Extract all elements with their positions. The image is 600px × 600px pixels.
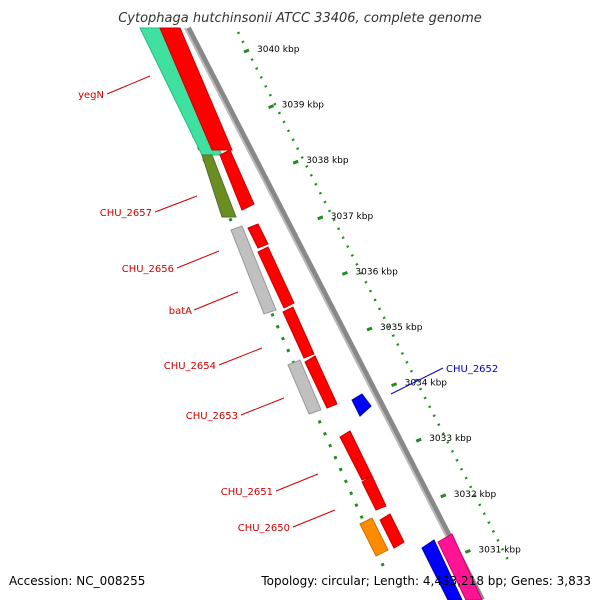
gene-red-arrow-8[interactable] [379, 513, 405, 549]
label-CHU_2657[interactable]: CHU_2657 [100, 208, 152, 219]
kbp-tick-mark [440, 493, 447, 499]
connector-CHU_2650 [292, 509, 336, 528]
kbp-tick-label: 3040 kbp [257, 45, 300, 55]
genome-backbone [185, 26, 485, 600]
kbp-tick-mark [366, 326, 373, 332]
label-CHU_2652[interactable]: CHU_2652 [446, 364, 498, 375]
connector-CHU_2653 [240, 397, 285, 416]
gene-red-arrow-6[interactable] [339, 430, 373, 481]
kbp-tick-label: 3036 kbp [355, 267, 398, 277]
gene-red-arrow-2[interactable] [247, 223, 269, 249]
kbp-tick-mark [243, 48, 250, 54]
gene-CHU_2650-block[interactable] [359, 517, 389, 557]
kbp-tick-label: 3035 kbp [380, 323, 423, 333]
kbp-tick-label: 3033 kbp [429, 434, 472, 444]
accession-text: Accession: NC_008255 [9, 574, 145, 588]
kbp-tick-mark [292, 159, 299, 165]
label-batA[interactable]: batA [169, 306, 192, 317]
gene-labels: yegN CHU_2657 CHU_2656 batA CHU_2654 CHU… [78, 75, 498, 534]
kbp-tick-mark [317, 215, 324, 221]
kbp-tick-track: 3040 kbp 3039 kbp 3038 kbp 3037 kbp 3036 kbp… [236, 31, 521, 561]
kbp-tick-label: 3039 kbp [282, 101, 325, 111]
kbp-tick-mark [391, 382, 398, 387]
connector-CHU_2654 [218, 347, 263, 366]
gene-features [139, 27, 483, 600]
genome-backbone-highlight [184, 27, 480, 600]
label-CHU_2651[interactable]: CHU_2651 [221, 487, 273, 498]
connector-yegN [106, 75, 151, 95]
kbp-tick-mark [268, 104, 275, 109]
connector-CHU_2657 [154, 195, 198, 213]
kbp-tick-mark [341, 271, 348, 276]
kbp-tick-label: 3032 kbp [454, 490, 497, 500]
gene-red-arrow-7[interactable] [361, 475, 387, 511]
gene-red-arrow-3[interactable] [257, 246, 295, 309]
connector-CHU_2651 [275, 473, 319, 492]
summary-text: Topology: circular; Length: 4,433,218 bp… [260, 574, 591, 588]
kbp-tick-mark [415, 437, 422, 443]
label-CHU_2654[interactable]: CHU_2654 [164, 361, 216, 372]
gene-blue-bottom[interactable] [421, 539, 463, 600]
gene-CHU_2652-block[interactable] [351, 393, 372, 417]
gene-CHU_2653-block[interactable] [287, 359, 322, 415]
connector-CHU_2652 [390, 367, 444, 395]
label-CHU_2656[interactable]: CHU_2656 [122, 264, 174, 275]
label-CHU_2650[interactable]: CHU_2650 [238, 523, 290, 534]
gene-red-arrow-5[interactable] [304, 355, 338, 409]
kbp-tick-label: 3037 kbp [331, 212, 374, 222]
gene-red-arrow-4[interactable] [282, 306, 315, 359]
kbp-tick-label: 3031 kbp [478, 545, 521, 555]
map-title: Cytophaga hutchinsonii ATCC 33406, compl… [118, 11, 482, 26]
label-CHU_2653[interactable]: CHU_2653 [186, 411, 238, 422]
gene-pink-bottom[interactable] [437, 533, 483, 600]
gene-top-right-red[interactable] [159, 27, 233, 151]
kbp-tick-label: 3038 kbp [306, 156, 349, 166]
label-yegN[interactable]: yegN [78, 90, 104, 101]
gene-CHU_2657-block[interactable] [201, 154, 237, 218]
connector-batA [193, 291, 239, 311]
gene-CHU_2656-block[interactable] [230, 225, 277, 315]
connector-CHU_2656 [176, 250, 220, 269]
kbp-tick-label: 3034 kbp [405, 379, 448, 389]
kbp-tick-mark [464, 549, 471, 554]
gene-red-arrow-1[interactable] [219, 149, 255, 211]
